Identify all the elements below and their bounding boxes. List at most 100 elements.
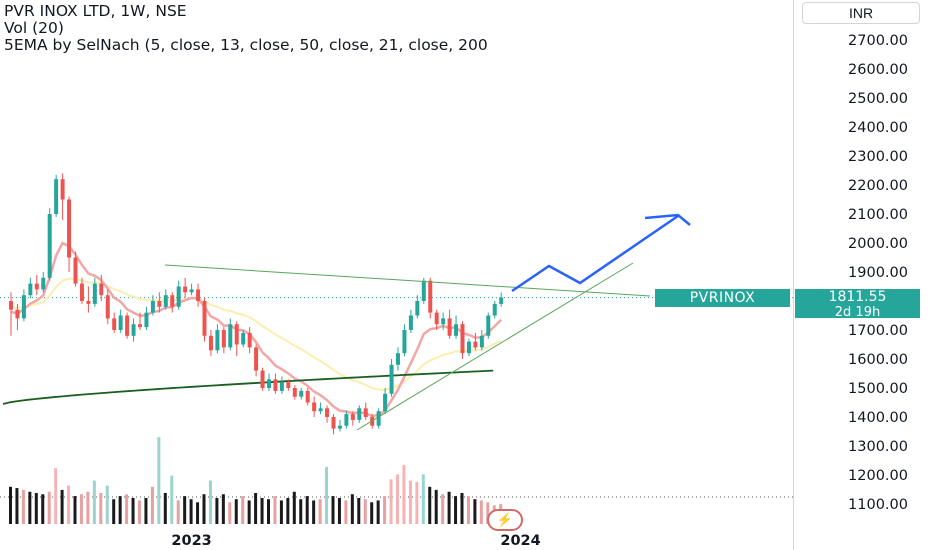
- candle-body: [299, 390, 304, 397]
- y-tick-label: 1500.00: [848, 381, 908, 397]
- price-axis-border: [793, 0, 794, 550]
- volume-bar: [312, 500, 316, 524]
- volume-bar: [421, 474, 425, 524]
- candle-body: [479, 335, 484, 348]
- volume-bar: [60, 489, 64, 524]
- ema-pink-line: [10, 241, 503, 418]
- volume-bar: [183, 496, 187, 524]
- volume-bars: [9, 437, 503, 524]
- resistance-trendline: [164, 264, 651, 297]
- candle-body: [15, 309, 20, 319]
- volume-bar: [150, 486, 154, 524]
- volume-bar: [241, 496, 245, 524]
- candle-body: [492, 303, 497, 316]
- volume-bar: [21, 489, 25, 524]
- candle-body: [9, 301, 13, 310]
- volume-bar: [376, 500, 380, 524]
- candle-body: [460, 324, 465, 354]
- candle-body: [215, 330, 220, 351]
- volume-bar: [47, 491, 51, 524]
- ema-lines: [2, 241, 503, 418]
- drawings: [164, 213, 691, 431]
- candle-body: [138, 324, 142, 328]
- volume-bar: [28, 491, 32, 524]
- candle-body: [92, 283, 97, 304]
- volume-bar: [389, 479, 393, 524]
- candle-body: [286, 382, 291, 388]
- y-tick-label: 1400.00: [848, 410, 908, 426]
- candle-body: [376, 411, 381, 426]
- volume-bar: [350, 494, 354, 524]
- legend-symbol[interactable]: PVR INOX LTD, 1W, NSE: [4, 3, 187, 20]
- candle-body: [415, 301, 420, 316]
- y-tick-label: 2700.00: [848, 33, 908, 49]
- lightning-icon[interactable]: ⚡: [487, 509, 523, 531]
- legend-indicator[interactable]: 5EMA by SelNach (5, close, 13, close, 50…: [4, 36, 488, 54]
- candle-body: [170, 295, 175, 307]
- currency-button[interactable]: INR: [802, 2, 920, 24]
- volume-bar: [144, 497, 148, 524]
- candle-body: [125, 315, 130, 336]
- candle-body: [41, 277, 46, 290]
- candle-body: [79, 283, 84, 301]
- ema-yellow-line: [10, 277, 502, 391]
- volume-bar: [370, 502, 374, 524]
- volume-bar: [196, 502, 200, 524]
- candle-body: [318, 408, 323, 412]
- volume-bar: [292, 491, 296, 524]
- volume-bar: [138, 500, 141, 524]
- volume-bar: [331, 496, 335, 524]
- volume-bar: [92, 480, 96, 524]
- y-tick-label: 2200.00: [848, 178, 908, 194]
- candle-body: [428, 280, 433, 313]
- volume-bar: [434, 489, 438, 524]
- candle-body: [144, 312, 149, 328]
- candle-body: [247, 332, 252, 348]
- candle-body: [279, 382, 284, 391]
- volume-bar: [157, 437, 161, 524]
- volume-bar: [454, 496, 458, 524]
- volume-bar: [466, 496, 470, 524]
- price-axis: 2700.00 2600.00 2500.00 2400.00 2300.00 2200.…: [848, 33, 908, 513]
- volume-bar: [170, 475, 174, 524]
- volume-bar: [441, 494, 445, 524]
- candle-body: [486, 315, 491, 336]
- candle-body: [176, 286, 181, 307]
- x-tick-label: 2023: [171, 533, 211, 549]
- volume-bar: [112, 499, 116, 524]
- time-axis: 2023 2024: [171, 533, 540, 549]
- y-tick-label: 1700.00: [848, 323, 908, 339]
- candle-body: [254, 347, 259, 371]
- symbol-price-tag: PVRINOX: [655, 289, 790, 307]
- candle-body: [499, 297, 504, 304]
- y-tick-label: 1100.00: [848, 497, 908, 513]
- y-tick-label: 1200.00: [848, 468, 908, 484]
- volume-bar: [460, 493, 464, 524]
- volume-bar: [228, 502, 232, 524]
- volume-bar: [125, 494, 129, 524]
- volume-bar: [318, 499, 322, 524]
- candle-body: [21, 295, 26, 319]
- candle-body: [241, 332, 246, 345]
- candle-body: [73, 257, 78, 284]
- volume-bar: [9, 486, 12, 524]
- candle-body: [473, 341, 478, 348]
- y-tick-label: 2600.00: [848, 62, 908, 78]
- legend-volume[interactable]: Vol (20): [4, 19, 64, 37]
- last-price-tag: 1811.55 2d 19h: [795, 289, 920, 320]
- volume-bar: [357, 497, 361, 524]
- candle-body: [466, 341, 471, 354]
- volume-bar: [299, 499, 303, 524]
- candle-body: [325, 408, 330, 417]
- volume-bar: [163, 493, 167, 524]
- candle-body: [383, 393, 388, 412]
- candle-body: [312, 402, 317, 412]
- candle-body: [363, 408, 368, 417]
- candle-body: [208, 335, 213, 351]
- candle-body: [67, 199, 72, 258]
- volume-bar: [208, 480, 212, 524]
- volume-bar: [105, 485, 109, 524]
- candle-body: [350, 414, 355, 420]
- candle-body: [454, 324, 459, 336]
